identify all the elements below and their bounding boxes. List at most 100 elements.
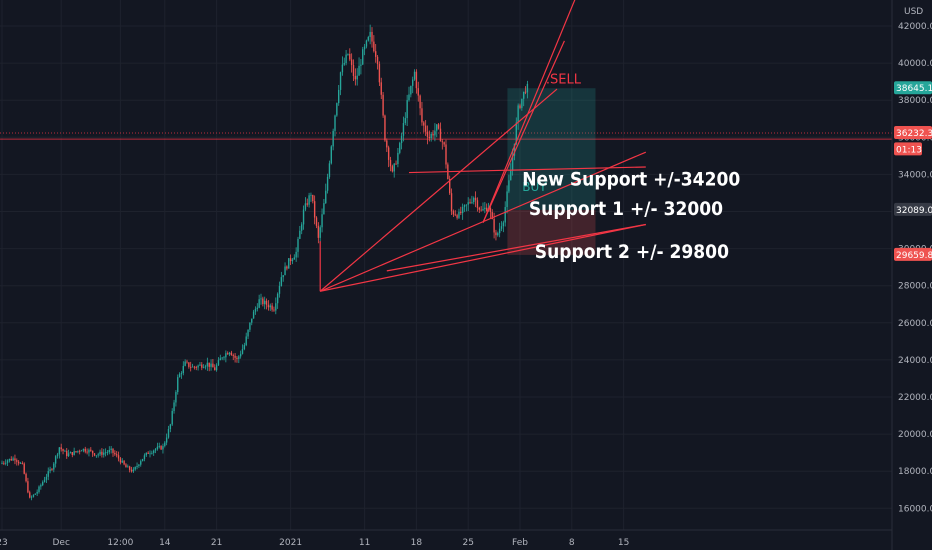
- candle-body: [151, 452, 153, 454]
- price-label-box: [894, 125, 932, 139]
- candle-body: [260, 298, 262, 300]
- candle-body: [145, 452, 147, 456]
- candle-body: [310, 194, 312, 196]
- candle-body: [339, 72, 342, 90]
- candle-body: [247, 329, 249, 337]
- candle-body: [467, 202, 469, 205]
- candle-body: [450, 193, 453, 212]
- candle-body: [345, 54, 347, 64]
- candle-body: [432, 133, 434, 136]
- candle-body: [328, 163, 331, 177]
- candle-body: [67, 453, 70, 457]
- candle-body: [43, 479, 46, 483]
- candle-body: [434, 130, 436, 136]
- candle-body: [347, 53, 349, 55]
- candle-body: [156, 446, 159, 449]
- candle-body: [511, 155, 514, 171]
- candle-body: [463, 205, 466, 207]
- gridlines: [0, 0, 892, 530]
- x-tick-label: 12:00: [107, 538, 133, 548]
- candle-body: [153, 450, 155, 453]
- candle-body: [350, 59, 353, 66]
- candle-body: [25, 473, 27, 482]
- candle-body: [32, 494, 35, 497]
- candle-body: [386, 140, 388, 148]
- candle-body: [258, 299, 260, 308]
- time-axis[interactable]: 23 Dec 12:00 14 21 2021 11 18 25 Feb 8 15: [0, 538, 629, 548]
- candle-body: [177, 377, 179, 393]
- candle-body: [465, 204, 468, 206]
- candle-body: [101, 451, 103, 455]
- candle-body: [363, 46, 366, 50]
- candle-body: [49, 469, 51, 472]
- candle-body: [36, 491, 38, 494]
- price-label-text: 36232.37: [896, 129, 932, 139]
- y-tick-label: 18000.00: [898, 467, 932, 477]
- candle-body: [239, 353, 242, 357]
- y-tick-label: 42000.00: [898, 22, 932, 32]
- price-label-box: [894, 142, 922, 156]
- y-tick-label: 28000.00: [898, 282, 932, 292]
- y-unit-label: USD: [904, 7, 923, 17]
- candle-body: [1, 462, 3, 464]
- candle-body: [114, 452, 116, 455]
- candle-body: [486, 207, 488, 211]
- candle-body: [6, 460, 9, 463]
- candle-body: [119, 458, 122, 463]
- candle-body: [97, 454, 99, 456]
- candle-body: [301, 224, 303, 231]
- candle-body: [288, 258, 290, 269]
- candle-body: [380, 82, 382, 95]
- trend-line: [408, 166, 646, 174]
- candle-body: [278, 286, 281, 294]
- candle-body: [121, 460, 123, 463]
- candle-body: [225, 353, 227, 358]
- candle-body: [302, 209, 305, 225]
- candle-body: [180, 372, 183, 375]
- candle-body: [47, 471, 49, 477]
- candle-body: [326, 176, 329, 191]
- x-tick-label: 8: [569, 538, 575, 548]
- candle-body: [325, 190, 327, 204]
- candle-body: [452, 211, 455, 215]
- candle-body: [208, 362, 210, 367]
- candle-body: [241, 348, 244, 354]
- candle-body: [82, 448, 85, 451]
- candle-body: [289, 258, 292, 262]
- candle-body: [5, 462, 7, 464]
- candle-body: [171, 410, 173, 425]
- y-tick-label: 20000.00: [898, 430, 932, 440]
- candle-body: [517, 105, 519, 123]
- candle-body: [14, 458, 16, 461]
- x-tick-label: 23: [0, 538, 8, 548]
- candle-body: [291, 259, 294, 262]
- candle-body: [215, 365, 218, 371]
- candle-body: [391, 166, 394, 172]
- candle-body: [515, 122, 517, 144]
- candle-body: [51, 469, 53, 471]
- candle-body: [482, 209, 484, 211]
- candle-body: [136, 465, 138, 468]
- x-tick-label: 15: [618, 538, 629, 548]
- candle-body: [80, 450, 83, 452]
- candle-body: [238, 356, 240, 359]
- candle-body: [378, 64, 381, 83]
- candle-body: [227, 353, 229, 355]
- trend-lines[interactable]: [319, 0, 647, 292]
- candle-body: [321, 214, 323, 228]
- candle-body: [389, 159, 392, 167]
- candle-body: [469, 202, 471, 204]
- candle-body: [164, 442, 166, 447]
- y-tick-label: 22000.00: [898, 393, 932, 403]
- candle-body: [10, 458, 12, 461]
- candle-body: [334, 115, 336, 131]
- candle-body: [362, 49, 364, 65]
- price-label-box: [894, 202, 932, 216]
- candle-body: [317, 225, 320, 238]
- candle-body: [395, 163, 397, 165]
- x-tick-label: 18: [411, 538, 423, 548]
- candle-body: [493, 218, 495, 233]
- candle-body: [251, 318, 253, 323]
